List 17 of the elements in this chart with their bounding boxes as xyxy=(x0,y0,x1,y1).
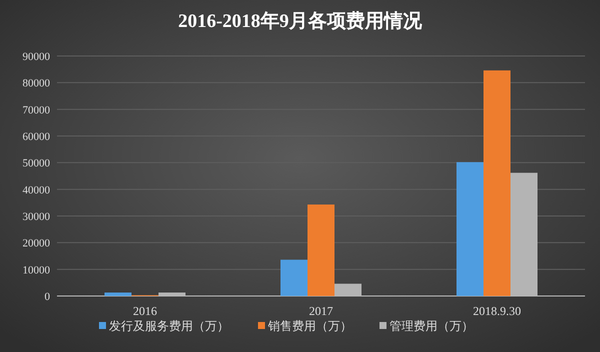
legend-label: 发行及服务费用（万） xyxy=(109,319,229,333)
y-tick-label: 40000 xyxy=(22,184,50,196)
y-tick-label: 10000 xyxy=(22,264,50,276)
x-tick-label: 2017 xyxy=(309,304,333,318)
legend-label: 管理费用（万） xyxy=(390,319,474,333)
y-tick-label: 70000 xyxy=(22,104,50,116)
x-tick-label: 2018.9.30 xyxy=(473,304,521,318)
legend-label: 销售费用（万） xyxy=(267,319,352,333)
y-tick-label: 50000 xyxy=(22,158,50,170)
y-tick-label: 20000 xyxy=(22,238,50,250)
y-tick-label: 80000 xyxy=(22,78,50,90)
y-tick-label: 90000 xyxy=(22,51,50,63)
y-tick-label: 0 xyxy=(44,291,50,303)
x-tick-label: 2016 xyxy=(133,304,157,318)
title: 2016-2018年9月各项费用情况 xyxy=(178,11,422,32)
y-tick-label: 60000 xyxy=(22,131,50,143)
y-tick-label: 30000 xyxy=(22,211,50,223)
